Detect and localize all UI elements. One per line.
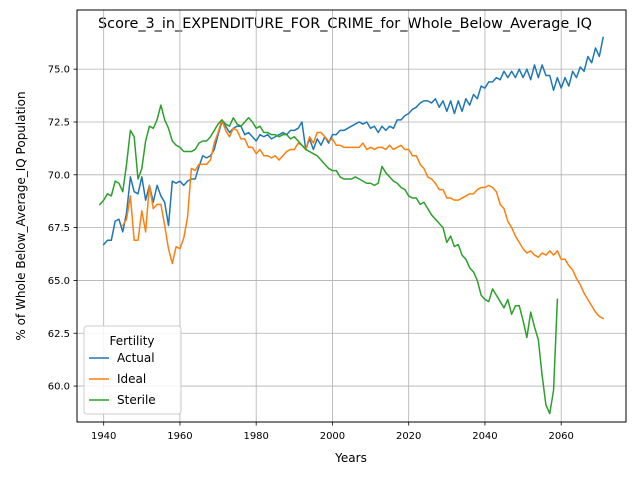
x-axis: 1940 1960 1980 2000 2020 2040 2060 [91,422,574,442]
y-axis-label: % of Whole Below_Average_IQ Population [14,91,28,340]
chart-title: Score_3_in_EXPENDITURE_FOR_CRIME_for_Who… [98,16,592,32]
x-tick-label: 2040 [472,431,497,442]
x-tick-label: 1940 [91,431,116,442]
y-axis: 60.0 62.5 65.0 67.5 70.0 72.5 75.0 [48,65,77,393]
legend-box [83,325,182,415]
x-tick-label: 2000 [320,431,345,442]
series-line-actual [102,36,605,246]
legend-label-actual: Actual [117,351,155,365]
x-tick-label: 2060 [548,431,573,442]
legend-title: Fertility [109,334,154,348]
y-tick-label: 72.5 [48,117,70,128]
x-tick-label: 1960 [167,431,192,442]
x-tick-label: 1980 [243,431,268,442]
legend-label-ideal: Ideal [117,372,146,386]
x-tick-label: 2020 [396,431,421,442]
y-tick-label: 67.5 [48,223,70,234]
y-tick-label: 65.0 [48,276,70,287]
x-axis-label: Years [334,451,367,465]
y-tick-label: 70.0 [48,170,70,181]
series-line-ideal [121,119,605,320]
plot-frame [76,9,627,423]
plot-area [98,36,605,415]
y-tick-label: 75.0 [48,65,70,76]
y-tick-label: 62.5 [48,329,70,340]
series-line-sterile [98,104,559,415]
legend-label-sterile: Sterile [117,393,156,407]
y-tick-label: 60.0 [48,382,70,393]
legend: Fertility Actual Ideal Sterile [83,325,182,415]
